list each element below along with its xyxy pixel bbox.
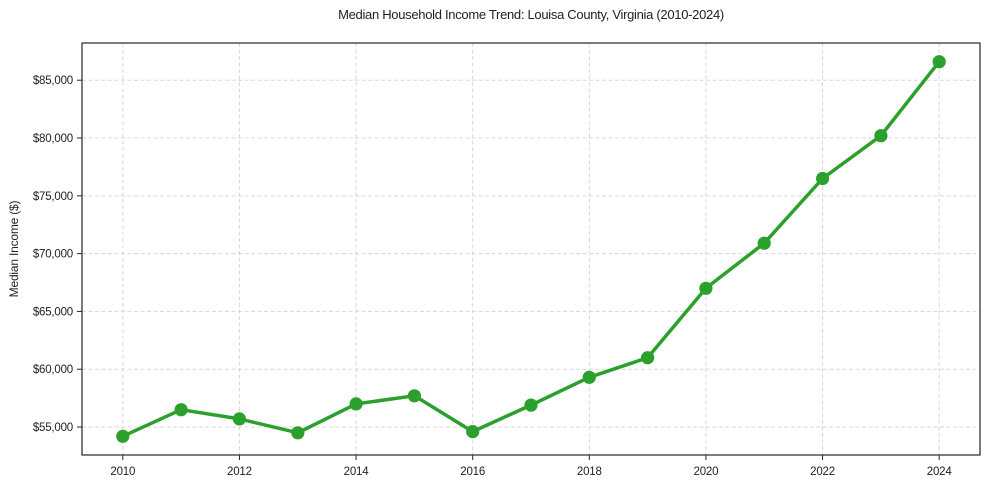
x-tick-label-2010: 2010 bbox=[110, 466, 135, 478]
plot-background bbox=[82, 43, 980, 455]
y-tick-label-55000: $55,000 bbox=[33, 422, 73, 434]
y-tick-label-80000: $80,000 bbox=[33, 133, 73, 145]
y-tick-label-60000: $60,000 bbox=[33, 364, 73, 376]
data-point-2010 bbox=[116, 429, 130, 443]
data-point-2014 bbox=[349, 397, 363, 411]
data-point-2016 bbox=[466, 425, 480, 439]
data-point-2015 bbox=[407, 389, 421, 403]
data-point-2020 bbox=[699, 281, 713, 295]
x-tick-label-2014: 2014 bbox=[344, 466, 370, 478]
y-tick-label-75000: $75,000 bbox=[33, 191, 73, 203]
data-point-2021 bbox=[757, 236, 771, 250]
y-tick-label-70000: $70,000 bbox=[33, 249, 73, 261]
x-tick-label-2020: 2020 bbox=[694, 466, 719, 478]
data-point-2019 bbox=[641, 351, 655, 365]
axes-box bbox=[81, 42, 981, 456]
data-point-2023 bbox=[874, 129, 888, 143]
data-point-2024 bbox=[932, 55, 946, 69]
chart-title: Median Household Income Trend: Louisa Co… bbox=[338, 7, 724, 22]
y-tick-label-85000: $85,000 bbox=[33, 75, 73, 87]
x-tick-label-2022: 2022 bbox=[810, 466, 835, 478]
data-point-2022 bbox=[816, 171, 830, 186]
data-point-2011 bbox=[174, 403, 188, 417]
data-point-2013 bbox=[291, 426, 305, 440]
data-point-2012 bbox=[232, 412, 246, 426]
x-tick-label-2024: 2024 bbox=[927, 466, 953, 478]
y-tick-label-65000: $65,000 bbox=[33, 306, 73, 318]
data-point-2018 bbox=[582, 370, 596, 384]
data-point-2017 bbox=[524, 398, 538, 412]
x-tick-label-2012: 2012 bbox=[227, 466, 252, 478]
x-tick-label-2018: 2018 bbox=[577, 466, 602, 478]
x-tick-label-2016: 2016 bbox=[460, 466, 485, 478]
